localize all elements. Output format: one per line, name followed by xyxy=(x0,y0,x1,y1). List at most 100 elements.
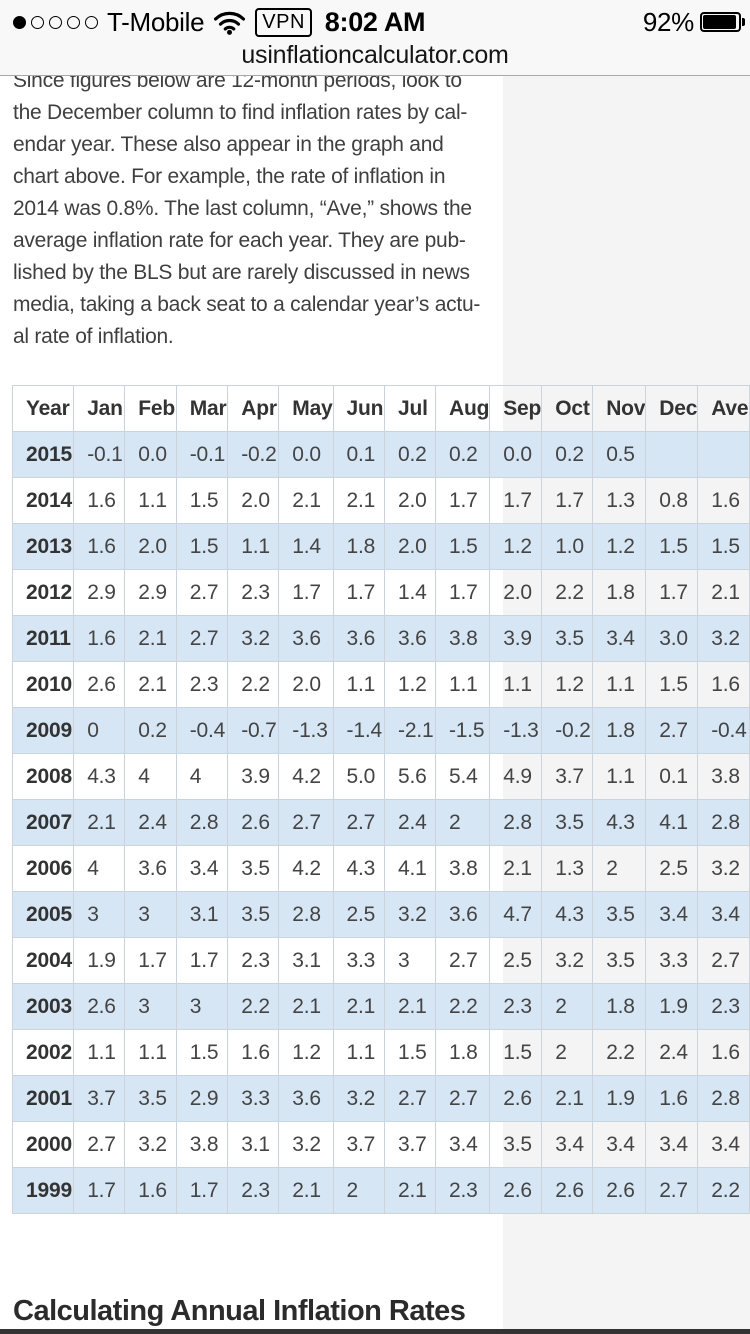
url-bar[interactable]: usinflationcalculator.com xyxy=(0,41,750,70)
rate-cell: 2.2 xyxy=(435,983,491,1030)
url-domain-label[interactable]: usinflationcalculator.com xyxy=(241,41,509,69)
rate-cell: 2.7 xyxy=(175,615,229,662)
rate-cell: 3.4 xyxy=(175,845,229,892)
rate-cell: 3.7 xyxy=(541,753,594,800)
rate-cell: -1.5 xyxy=(435,707,491,754)
rate-cell: 3.4 xyxy=(592,1121,647,1168)
rate-cell: 2.3 xyxy=(175,661,229,708)
rate-cell: 2.3 xyxy=(227,937,280,984)
rate-cell: 1.6 xyxy=(645,1075,699,1122)
table-row-2000: 2000 2.7 3.2 3.8 3.1 3.2 3.7 3.7 3.4 3.5 3.4 3.4 3.4… xyxy=(11,1121,750,1168)
rate-cell: 4.3 xyxy=(332,845,386,892)
rate-cell: 1.6 xyxy=(697,661,750,708)
rate-cell: 2.4 xyxy=(384,799,437,846)
rate-cell: -2.1 xyxy=(384,707,437,754)
rate-cell: 1.0 xyxy=(541,523,594,570)
article-line: the December column to find inflation ra… xyxy=(13,101,468,124)
inflation-table: Year Jan Feb Mar Apr May Jun Jul Aug Sep Oct Nov Dec… xyxy=(11,385,750,1214)
rate-cell: 2.8 xyxy=(175,799,229,846)
rate-cell: 1.5 xyxy=(697,523,750,570)
column-header-jun: Jun xyxy=(332,385,386,432)
column-header-year: Year xyxy=(11,385,75,432)
rate-cell: 2.8 xyxy=(278,891,334,938)
rate-cell: 2.4 xyxy=(124,799,177,846)
rate-cell: 1.6 xyxy=(73,523,126,570)
rate-cell: 3.2 xyxy=(697,845,750,892)
rate-cell: 1.8 xyxy=(592,983,647,1030)
rate-cell: 3 xyxy=(384,937,437,984)
rate-cell: 2.1 xyxy=(697,569,750,616)
rate-cell: 1.1 xyxy=(592,753,647,800)
battery-percent-label: 92% xyxy=(642,6,694,37)
rate-cell: 2.0 xyxy=(278,661,334,708)
rate-cell: 1.2 xyxy=(384,661,437,708)
table-row-2002: 2002 1.1 1.1 1.5 1.6 1.2 1.1 1.5 1.8 1.5 2 2.2 2.4 1.… xyxy=(11,1029,750,1076)
rate-cell: 2.0 xyxy=(227,477,280,524)
rate-cell: 1.6 xyxy=(73,477,126,524)
section-heading: Calculating Annual Inflation Rates xyxy=(13,1295,466,1327)
column-header-sep: Sep xyxy=(489,385,543,432)
rate-cell: 2.1 xyxy=(278,1167,334,1214)
rate-cell: 1.3 xyxy=(541,845,594,892)
year-cell: 2002 xyxy=(11,1029,75,1076)
cell-signal-icon xyxy=(13,15,98,29)
signal-dot xyxy=(31,15,44,29)
rate-cell: 1.1 xyxy=(435,661,491,708)
rate-cell: -0.4 xyxy=(175,707,229,754)
rate-cell: 1.5 xyxy=(384,1029,437,1076)
rate-cell: 3.2 xyxy=(124,1121,177,1168)
safari-chrome: T-Mobile VPN 8:02 AM 92% usinflationcalc… xyxy=(0,0,750,76)
rate-cell: 3.5 xyxy=(489,1121,543,1168)
rate-cell: 5.0 xyxy=(332,753,386,800)
table-row-2004: 2004 1.9 1.7 1.7 2.3 3.1 3.3 3 2.7 2.5 3.2 3.5 3.3 2.… xyxy=(11,937,750,984)
rate-cell: -0.1 xyxy=(73,431,126,478)
article-line: lished by the BLS but are rarely discuss… xyxy=(13,261,470,284)
rate-cell: 1.1 xyxy=(332,661,386,708)
rate-cell: 1.6 xyxy=(124,1167,177,1214)
year-cell: 2012 xyxy=(11,569,75,616)
rate-cell: 1.7 xyxy=(175,1167,229,1214)
rate-cell: 2 xyxy=(332,1167,386,1214)
rate-cell: 4.3 xyxy=(592,799,647,846)
rate-cell: 1.9 xyxy=(73,937,126,984)
rate-cell: 3.5 xyxy=(592,891,647,938)
year-cell: 2013 xyxy=(11,523,75,570)
rate-cell: 2.1 xyxy=(332,477,386,524)
rate-cell: 1.1 xyxy=(124,477,177,524)
rate-cell: 1.5 xyxy=(175,477,229,524)
rate-cell: 2.9 xyxy=(175,1075,229,1122)
rate-cell: 3.4 xyxy=(541,1121,594,1168)
table-header-row: Year Jan Feb Mar Apr May Jun Jul Aug Sep Oct Nov Dec… xyxy=(11,385,750,432)
status-bar-left: T-Mobile VPN xyxy=(13,7,312,37)
table-row-2001: 2001 3.7 3.5 2.9 3.3 3.6 3.2 2.7 2.7 2.6 2.1 1.9 1.6… xyxy=(11,1075,750,1122)
rate-cell: 3.8 xyxy=(435,845,491,892)
table-row-2005: 2005 3 3 3.1 3.5 2.8 2.5 3.2 3.6 4.7 4.3 3.5 3.4 3.4 xyxy=(11,891,750,938)
rate-cell: 1.4 xyxy=(384,569,437,616)
rate-cell: 4.3 xyxy=(73,753,126,800)
rate-cell: 1.7 xyxy=(435,477,491,524)
rate-cell: 2.1 xyxy=(278,477,334,524)
rate-cell: 1.7 xyxy=(332,569,386,616)
rate-cell: 2.7 xyxy=(645,1167,699,1214)
rate-cell: 2.7 xyxy=(645,707,699,754)
rate-cell: 2.1 xyxy=(124,615,177,662)
rate-cell: 4.7 xyxy=(489,891,543,938)
table-row-1999: 1999 1.7 1.6 1.7 2.3 2.1 2 2.1 2.3 2.6 2.6 2.6 2.7 2.… xyxy=(11,1167,750,1214)
rate-cell: 3.0 xyxy=(645,615,699,662)
article-line: al rate of inflation. xyxy=(13,325,174,348)
rate-cell: 2.6 xyxy=(73,661,126,708)
rate-cell: 0.2 xyxy=(384,431,437,478)
year-cell: 2005 xyxy=(11,891,75,938)
rate-cell: 1.8 xyxy=(592,707,647,754)
rate-cell: -0.2 xyxy=(227,431,280,478)
rate-cell: 0.8 xyxy=(645,477,699,524)
rate-cell: 1.8 xyxy=(332,523,386,570)
rate-cell: 3.4 xyxy=(697,1121,750,1168)
rate-cell: 0.1 xyxy=(645,753,699,800)
vpn-badge: VPN xyxy=(255,7,312,37)
rate-cell: 2.0 xyxy=(384,477,437,524)
rate-cell: 4 xyxy=(73,845,126,892)
rate-cell: 3.5 xyxy=(541,615,594,662)
rate-cell: 3.1 xyxy=(227,1121,280,1168)
rate-cell xyxy=(645,431,699,478)
